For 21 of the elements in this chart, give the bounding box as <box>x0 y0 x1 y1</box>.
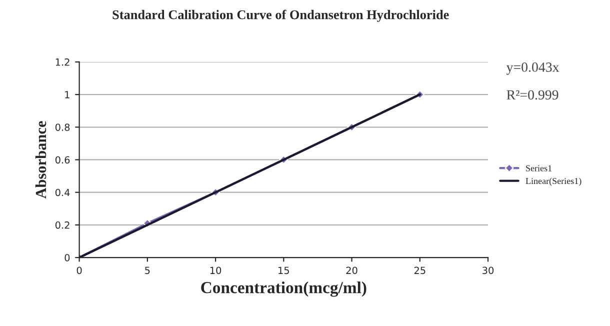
x-tick-label: 20 <box>346 266 358 274</box>
x-tick-label: 15 <box>278 266 289 274</box>
y-axis-title: Absorbance <box>35 121 46 199</box>
y-tick-label: 0 <box>64 254 70 262</box>
y-tick-label: 1 <box>65 91 70 98</box>
y-tick-label: 0.2 <box>55 221 70 229</box>
x-tick-label: 10 <box>210 266 222 274</box>
text: R²=0.999 <box>506 90 558 100</box>
legend-label: Linear(Series1) <box>526 178 582 186</box>
y-tick-label: 0.8 <box>55 124 70 131</box>
legend-label: Series1 <box>526 165 552 172</box>
chart-title: Standard Calibration Curve of Ondansetron Hydrochloride <box>112 10 449 22</box>
x-tick-label: 25 <box>414 266 426 274</box>
x-tick-label: 0 <box>76 266 82 274</box>
x-tick-label: 30 <box>482 266 494 274</box>
x-axis-title: Concentration(mcg/ml) <box>201 282 366 297</box>
text: y=0.043x <box>506 62 560 75</box>
y-tick-label: 1.2 <box>56 58 70 66</box>
y-tick-label: 0.6 <box>55 156 70 164</box>
y-tick-label: 0.4 <box>55 188 70 196</box>
x-tick-label: 5 <box>145 266 150 274</box>
